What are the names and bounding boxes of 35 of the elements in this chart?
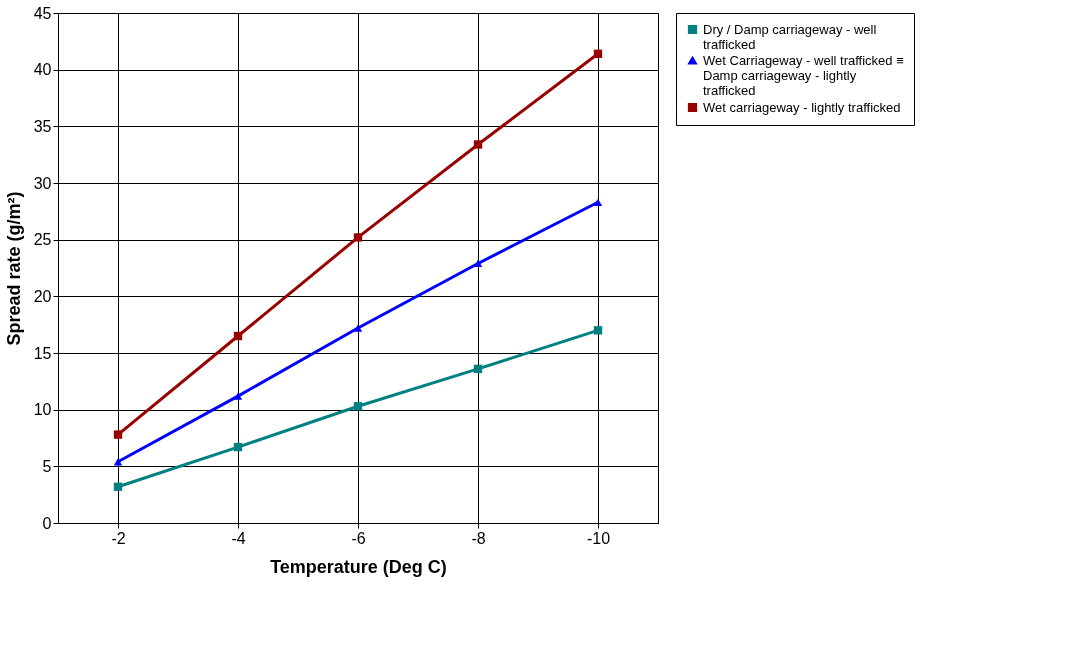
point <box>593 49 603 58</box>
y-axis-title: Spread rate (g/m²) <box>3 191 24 346</box>
legend-label: Wet carriageway - lightly trafficked <box>703 99 901 115</box>
point <box>233 331 243 341</box>
y-tick-label: 40 <box>33 61 52 79</box>
legend-label: Dry / Damp carriageway - well trafficked <box>703 21 877 52</box>
point <box>353 402 363 411</box>
x-tick-label: -8 <box>471 529 486 547</box>
y-tick-label: 30 <box>33 174 52 192</box>
y-tick-label: 35 <box>33 117 52 135</box>
y-tick-label: 5 <box>42 457 52 475</box>
y-tick-label: 45 <box>33 4 52 22</box>
legend-label: Wet Carriageway - well trafficked ≡ Damp carriageway - lightly trafficked <box>703 52 904 98</box>
point <box>353 324 363 332</box>
y-tick-label: 15 <box>33 344 52 362</box>
point <box>113 458 123 466</box>
x-tick-label: -10 <box>586 529 611 547</box>
x-axis-title: Temperature (Deg C) <box>270 556 447 577</box>
point <box>113 430 123 439</box>
point <box>353 233 363 242</box>
point <box>233 392 243 400</box>
x-tick-label: -6 <box>351 529 366 547</box>
point <box>473 140 483 149</box>
point <box>233 442 243 452</box>
y-tick-label: 20 <box>33 287 52 305</box>
y-tick-label: 10 <box>33 401 52 419</box>
point <box>473 364 483 374</box>
y-tick-label: 0 <box>42 514 52 532</box>
x-tick-label: -4 <box>231 529 246 547</box>
point <box>593 326 603 335</box>
x-tick-label: -2 <box>111 529 126 547</box>
point <box>473 259 483 268</box>
y-tick-label: 25 <box>33 231 52 249</box>
point <box>113 482 123 491</box>
point <box>593 198 603 206</box>
